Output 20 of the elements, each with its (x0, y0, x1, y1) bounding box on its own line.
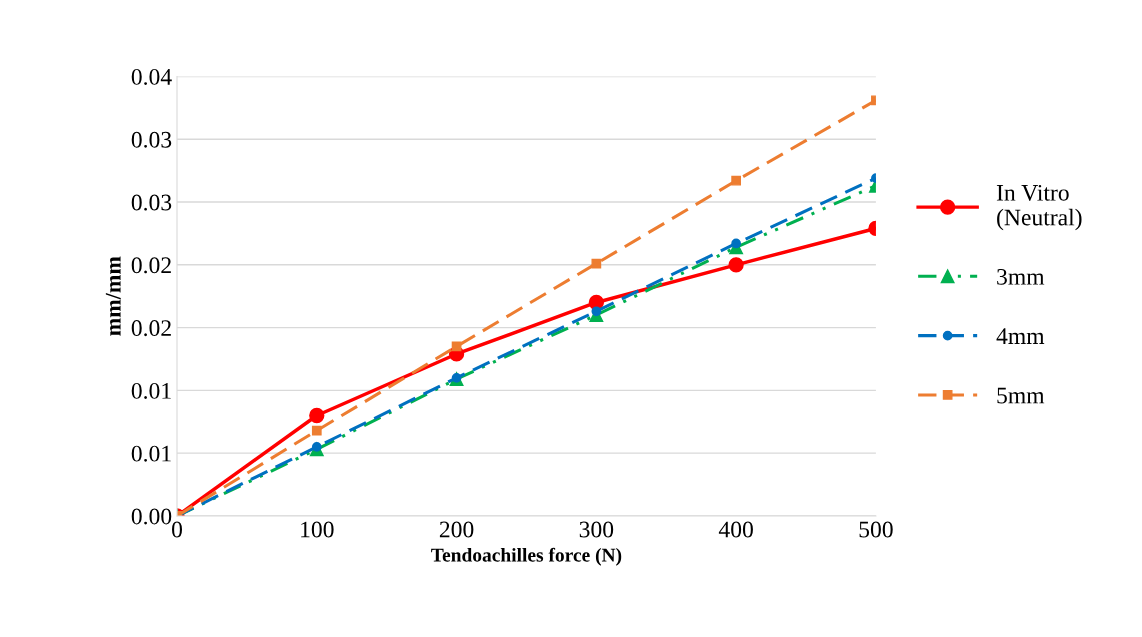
x-tick-label: 400 (718, 521, 753, 538)
y-tick-label: 0.00 (131, 508, 172, 525)
y-tick-label: 0.03 (131, 131, 172, 148)
y-tick-label: 0.02 (131, 257, 171, 274)
x-tick-label: 100 (301, 521, 334, 538)
legend-label: 4mm (996, 328, 1045, 344)
y-axis-title: mm/mm (105, 256, 121, 336)
legend-label: 3mm (997, 268, 1045, 285)
x-axis-title: Tendoachilles force (N) (431, 547, 622, 566)
y-tick-label: 0.01 (131, 445, 171, 462)
x-tick-label: 500 (859, 521, 893, 538)
legend-label: 5mm (997, 387, 1045, 404)
x-tick-label: 200 (439, 521, 474, 538)
x-tick-label: 300 (579, 521, 614, 538)
x-tick-label: 0 (172, 521, 183, 538)
y-tick-label: 0.01 (131, 382, 171, 399)
y-tick-label: 0.03 (131, 194, 172, 211)
y-tick-label: 0.02 (131, 320, 171, 337)
legend-label: In Vitro (Neutral) (996, 184, 1082, 231)
y-tick-label: 0.04 (131, 68, 172, 85)
